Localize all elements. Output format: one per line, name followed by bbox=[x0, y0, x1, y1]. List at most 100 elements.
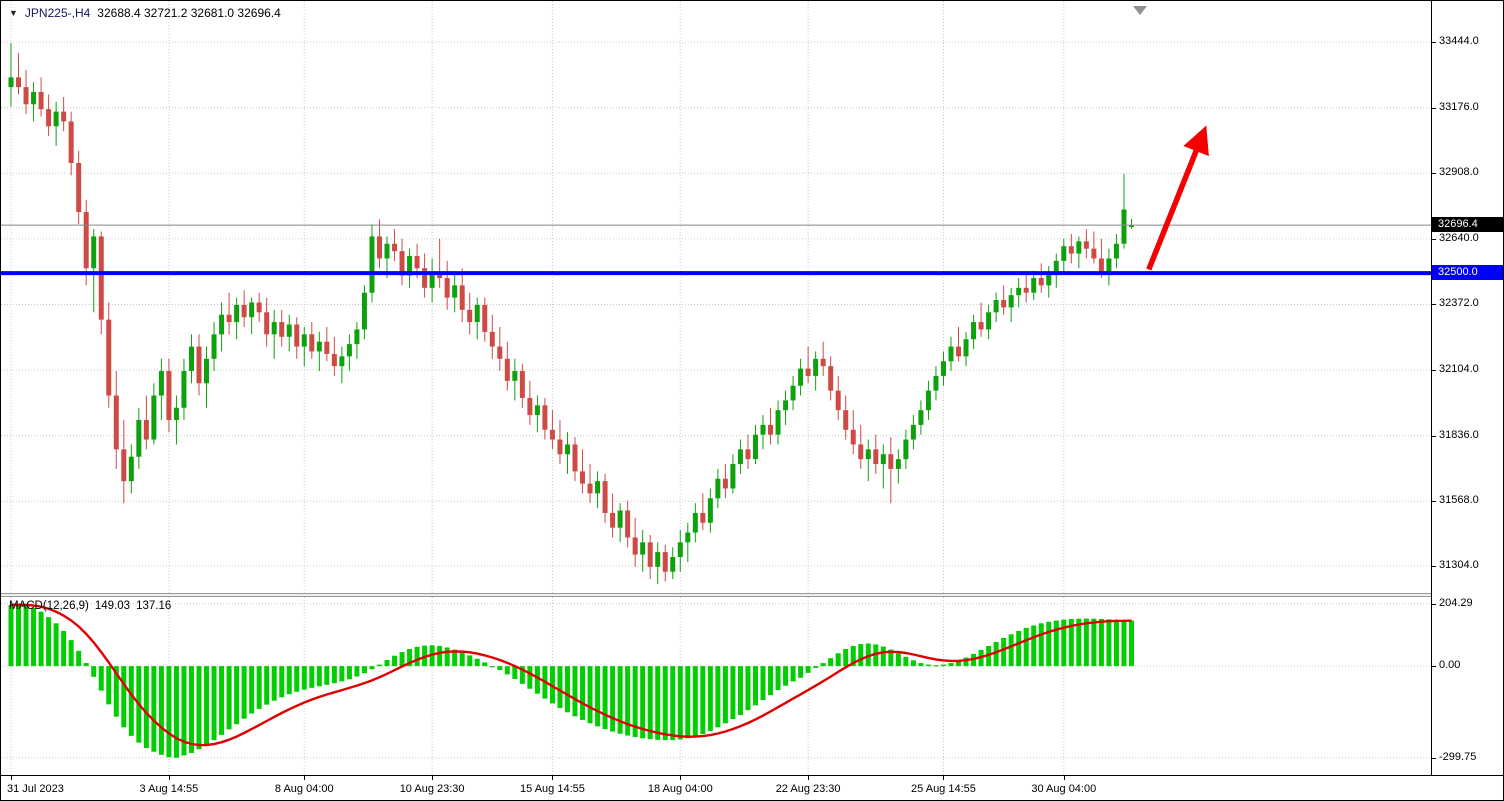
candle-up bbox=[211, 334, 217, 359]
macd-bar bbox=[557, 666, 563, 709]
last-price-badge: 32696.4 bbox=[1432, 217, 1503, 233]
candle-down bbox=[519, 371, 525, 398]
macd-bar bbox=[1031, 625, 1037, 667]
macd-bar bbox=[828, 658, 834, 667]
macd-bar bbox=[361, 666, 367, 674]
candle-down bbox=[828, 366, 834, 391]
candle-up bbox=[1128, 225, 1134, 228]
candle-down bbox=[279, 322, 285, 337]
macd-bar bbox=[512, 666, 518, 679]
macd-bar bbox=[264, 666, 270, 705]
time-axis-tick bbox=[304, 776, 306, 780]
candle-down bbox=[166, 371, 172, 420]
macd-bar bbox=[331, 666, 337, 684]
macd-bar bbox=[467, 655, 473, 667]
candle-up bbox=[707, 498, 713, 523]
candle-down bbox=[662, 552, 668, 572]
candle-down bbox=[745, 449, 751, 460]
candle-down bbox=[527, 397, 533, 416]
candle-up bbox=[1008, 295, 1014, 308]
macd-bar bbox=[384, 660, 390, 667]
macd-bar bbox=[707, 666, 713, 731]
macd-indicator-pane[interactable] bbox=[1, 597, 1431, 775]
candle-down bbox=[392, 243, 398, 252]
macd-bar bbox=[813, 666, 819, 668]
macd-bar bbox=[68, 640, 74, 667]
macd-bar bbox=[564, 666, 570, 713]
macd-bar bbox=[640, 666, 646, 739]
candle-down bbox=[16, 77, 22, 88]
candle-down bbox=[1098, 258, 1104, 274]
candle-up bbox=[677, 542, 683, 558]
macd-bar bbox=[369, 666, 375, 670]
macd-axis-label: 204.29 bbox=[1439, 596, 1473, 609]
candle-down bbox=[46, 109, 52, 127]
macd-bar bbox=[1023, 627, 1029, 667]
candle-down bbox=[38, 92, 44, 110]
candle-down bbox=[835, 390, 841, 411]
candle-up bbox=[354, 329, 360, 345]
candle-down bbox=[98, 236, 104, 320]
candle-down bbox=[497, 346, 503, 359]
macd-bar bbox=[1046, 621, 1052, 667]
macd-bar bbox=[226, 666, 232, 730]
macd-bar bbox=[407, 648, 413, 667]
time-axis[interactable]: 31 Jul 2023 3 Aug 14:55 8 Aug 04:00 10 Aug … bbox=[1, 775, 1503, 800]
macd-bar bbox=[279, 666, 285, 698]
candle-down bbox=[580, 471, 586, 484]
macd-bar bbox=[23, 605, 29, 667]
candle-up bbox=[181, 371, 187, 408]
macd-bar bbox=[204, 666, 210, 746]
candle-down bbox=[805, 368, 811, 376]
candle-up bbox=[1031, 278, 1037, 293]
macd-bar bbox=[993, 641, 999, 667]
candle-down bbox=[459, 285, 465, 310]
candle-down bbox=[978, 322, 984, 330]
candle-up bbox=[813, 358, 819, 376]
main-price-chart[interactable] bbox=[1, 1, 1431, 593]
macd-bar bbox=[392, 655, 398, 667]
main-grid-layer bbox=[1, 1, 1431, 593]
macd-bar bbox=[752, 666, 758, 706]
macd-bar bbox=[888, 649, 894, 667]
macd-bar bbox=[737, 666, 743, 716]
macd-bar bbox=[143, 666, 149, 749]
candle-up bbox=[910, 424, 916, 440]
macd-bar bbox=[918, 663, 924, 667]
macd-bar bbox=[301, 666, 307, 690]
macd-bar bbox=[670, 666, 676, 741]
axis-tick bbox=[1432, 107, 1436, 109]
candle-up bbox=[993, 300, 999, 313]
macd-bar bbox=[873, 644, 879, 667]
symbol-dropdown-icon[interactable]: ▼ bbox=[9, 8, 18, 18]
pane-separator[interactable] bbox=[1, 593, 1503, 597]
macd-bar bbox=[53, 623, 59, 667]
price-axis-label: 32908.0 bbox=[1439, 166, 1479, 179]
candle-down bbox=[422, 268, 428, 288]
time-axis-label: 3 Aug 14:55 bbox=[139, 783, 199, 795]
time-axis-tick bbox=[168, 776, 170, 780]
macd-bar bbox=[38, 611, 44, 667]
macd-bar bbox=[98, 666, 104, 691]
macd-bar bbox=[324, 666, 330, 685]
candle-down bbox=[414, 256, 420, 269]
macd-bar bbox=[948, 663, 954, 667]
macd-bar bbox=[1061, 619, 1067, 667]
candle-up bbox=[429, 273, 435, 288]
axis-tick bbox=[1432, 173, 1436, 175]
candle-up bbox=[963, 339, 969, 357]
axis-tick bbox=[1432, 501, 1436, 503]
candle-down bbox=[399, 251, 405, 276]
candle-up bbox=[316, 341, 322, 352]
candle-down bbox=[873, 449, 879, 465]
candle-down bbox=[820, 358, 826, 367]
price-axis[interactable]: 33444.0 33176.0 32908.0 32640.0 32372.0 32104… bbox=[1431, 1, 1503, 775]
macd-axis-label: 0.00 bbox=[1439, 659, 1461, 672]
time-axis-tick bbox=[943, 776, 945, 780]
macd-bar bbox=[1128, 620, 1134, 667]
candle-up bbox=[361, 292, 367, 330]
candle-up bbox=[219, 314, 225, 335]
candle-up bbox=[730, 464, 736, 489]
trend-arrow-annotation[interactable] bbox=[1146, 125, 1209, 271]
chart-shift-marker-icon[interactable] bbox=[1133, 6, 1147, 15]
